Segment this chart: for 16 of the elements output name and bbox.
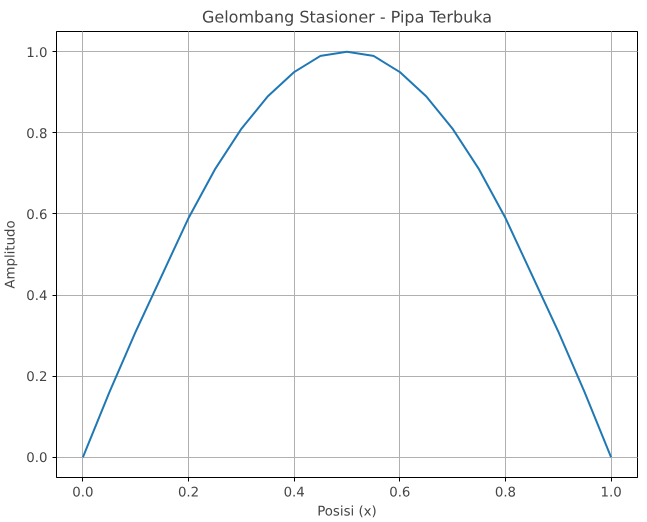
x-tick-label: 0.2 bbox=[178, 486, 200, 500]
x-axis-title: Posisi (x) bbox=[317, 504, 377, 520]
x-tick-label: 0.6 bbox=[389, 486, 410, 500]
y-tick-label: 0.2 bbox=[26, 370, 48, 386]
x-tick-label: 0.8 bbox=[494, 486, 516, 500]
chart-title: Gelombang Stasioner - Pipa Terbuka bbox=[202, 8, 492, 26]
y-tick-label: 0.8 bbox=[26, 126, 48, 142]
y-tick-label: 0.6 bbox=[26, 208, 48, 223]
y-tick-label: 0.4 bbox=[26, 289, 48, 304]
y-tick-label: 1.0 bbox=[26, 46, 48, 61]
y-axis-title: Amplitudo bbox=[3, 220, 18, 289]
y-tick-label: 0.0 bbox=[26, 451, 48, 466]
x-tick-label: 0.4 bbox=[284, 486, 305, 500]
x-tick-label: 1.0 bbox=[600, 486, 622, 500]
line-series bbox=[82, 50, 612, 458]
x-tick-label: 0.0 bbox=[72, 486, 94, 500]
